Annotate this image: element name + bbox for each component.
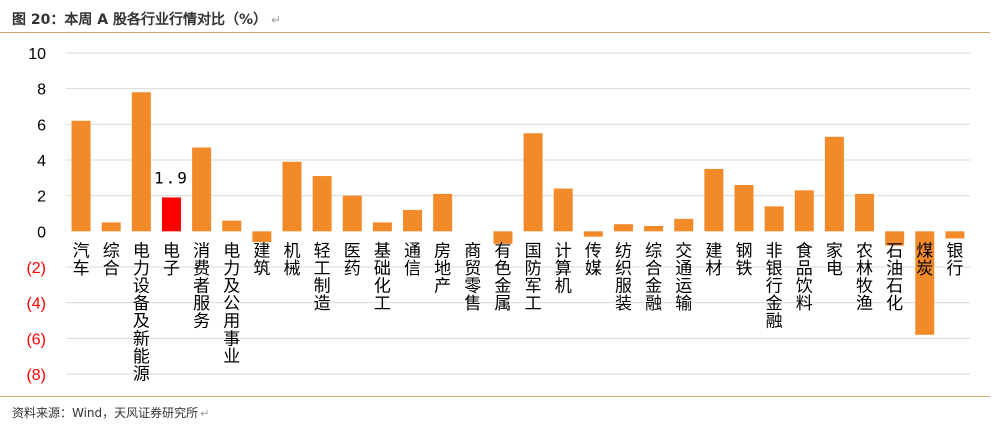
x-category-label: 机械: [284, 241, 301, 279]
bar-29: [915, 231, 935, 335]
bar-16: [523, 133, 543, 232]
x-category-label: 传媒: [585, 241, 602, 279]
bar-12: [403, 209, 423, 232]
bar-19: [613, 224, 633, 232]
chart-title: 图 20：本周 A 股各行业行情对比（%） ↵: [12, 9, 281, 29]
bar-27: [855, 193, 875, 232]
x-category-label: 通信: [404, 241, 421, 279]
x-category-label: 有色金属: [494, 241, 511, 314]
y-axis-ticks: 10 8 6 4 2 0 (2) (4) (6) (8): [26, 46, 46, 384]
bar-chart: 10 8 6 4 2 0 (2) (4) (6) (8) 汽车综合电力设备及新能源电子消费者服务电…: [26, 46, 970, 385]
x-category-label: 医药: [344, 241, 361, 279]
x-category-label: 家电: [826, 241, 843, 279]
bar-9: [312, 176, 332, 232]
bar-10: [342, 195, 362, 232]
bar-17: [553, 188, 573, 232]
bar-30: [945, 231, 965, 239]
title-bar: 图 20：本周 A 股各行业行情对比（%） ↵: [0, 0, 990, 33]
y-tick-label: (6): [26, 331, 46, 348]
x-category-label: 交通运输: [675, 241, 692, 314]
bar-2: [101, 222, 121, 232]
x-category-label: 消费者服务: [193, 241, 210, 331]
x-category-label: 建筑: [253, 241, 270, 279]
x-category-label: 建材: [705, 241, 722, 279]
x-category-label: 电力及公用事业: [223, 241, 240, 367]
y-tick-label: (4): [26, 296, 46, 313]
source-bar: 资料来源：Wind，天风证券研究所 ↵: [0, 396, 990, 425]
x-axis-labels: 汽车综合电力设备及新能源电子消费者服务电力及公用事业建筑机械轻工制造医药基础化工…: [73, 241, 964, 384]
x-category-label: 银行: [946, 241, 963, 279]
x-category-label: 食品饮料: [796, 241, 813, 314]
x-category-label: 非银行金融: [766, 241, 783, 331]
x-category-label: 纺织服装: [615, 241, 632, 314]
x-category-label: 农林牧渔: [856, 241, 873, 314]
y-tick-label: 0: [37, 224, 46, 241]
bar-13: [433, 193, 453, 232]
x-category-label: 汽车: [73, 241, 90, 279]
bar-20: [644, 225, 664, 232]
bars: [71, 92, 965, 335]
bar-23: [734, 184, 754, 232]
bar-8: [282, 161, 302, 232]
bar-1: [71, 120, 91, 232]
x-category-label: 轻工制造: [314, 241, 331, 314]
x-category-label: 综合金融: [645, 241, 662, 314]
grid-lines: [66, 52, 970, 375]
bar-25: [794, 190, 814, 232]
bar-11: [372, 222, 392, 232]
bar-18: [583, 231, 603, 237]
x-category-label: 石油石化: [886, 241, 903, 314]
x-category-label: 计算机: [555, 241, 572, 296]
x-category-label: 房地产: [434, 241, 451, 296]
bar-6: [222, 220, 242, 232]
data-label-dianzi: 1.9: [154, 168, 189, 187]
y-tick-label: 8: [37, 82, 46, 99]
source-note: 资料来源：Wind，天风证券研究所 ↵: [12, 404, 209, 421]
return-mark-icon: ↵: [270, 13, 282, 27]
data-labels: 1.9: [154, 168, 189, 187]
y-tick-label: (2): [26, 260, 46, 277]
y-tick-label: (8): [26, 367, 46, 384]
bar-26: [824, 136, 844, 232]
y-tick-label: 4: [37, 153, 46, 170]
x-category-label: 国防军工: [525, 241, 542, 314]
x-category-label: 煤炭: [916, 241, 933, 279]
chart-title-text: 图 20：本周 A 股各行业行情对比（%）: [12, 12, 267, 28]
source-text: 资料来源：Wind，天风证券研究所: [12, 406, 199, 420]
y-tick-label: 2: [37, 189, 46, 206]
x-category-label: 钢铁: [736, 241, 753, 279]
bar-21: [674, 218, 694, 232]
x-category-label: 电子: [163, 241, 180, 279]
y-tick-label: 10: [28, 46, 46, 63]
x-category-label: 基础化工: [374, 241, 391, 314]
bar-28: [885, 231, 905, 246]
x-category-label: 商贸零售: [464, 241, 481, 314]
bar-7: [252, 231, 272, 243]
bar-22: [704, 168, 724, 232]
y-tick-label: 6: [37, 117, 46, 134]
x-category-label: 电力设备及新能源: [133, 241, 150, 384]
return-mark-icon: ↵: [200, 407, 210, 420]
x-category-label: 综合: [103, 241, 120, 279]
bar-15: [493, 231, 513, 244]
bar-4: [161, 197, 181, 232]
bar-5: [192, 147, 212, 232]
bar-24: [764, 206, 784, 232]
bar-3: [131, 92, 151, 232]
